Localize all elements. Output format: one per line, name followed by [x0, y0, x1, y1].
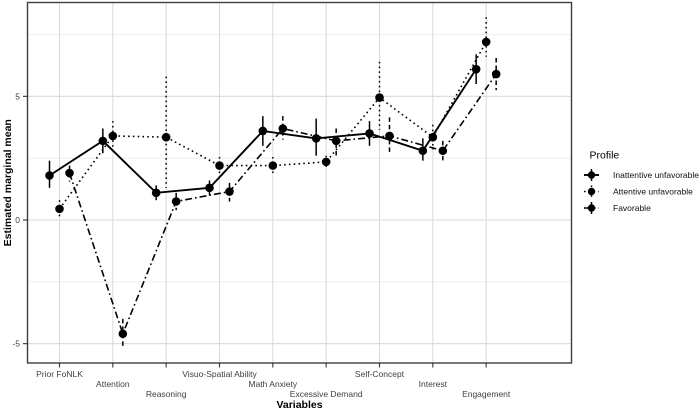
- legend-key-point: [587, 171, 596, 179]
- data-point: [161, 132, 171, 142]
- x-tick-label: Attention: [96, 379, 130, 389]
- legend-key-point: [587, 187, 596, 196]
- y-tick-label: 5: [15, 91, 20, 101]
- data-point: [171, 197, 181, 206]
- x-axis-title: Variables: [276, 399, 322, 411]
- data-point: [365, 129, 374, 138]
- data-point: [491, 69, 501, 79]
- x-tick-label: Interest: [419, 379, 448, 389]
- legend-title: Profile: [590, 150, 620, 162]
- data-point: [151, 188, 161, 198]
- data-point: [481, 37, 491, 47]
- legend-key-point: [587, 204, 596, 212]
- data-point: [438, 146, 448, 156]
- x-tick-label: Visuo-Spatial Ability: [182, 369, 257, 379]
- x-tick-label: Prior FoNLK: [36, 369, 83, 379]
- data-point: [45, 171, 54, 180]
- y-tick-label: -5: [12, 339, 20, 349]
- data-point: [215, 161, 224, 170]
- y-axis-title: Estimated marginal mean: [2, 119, 14, 246]
- data-point: [108, 131, 118, 141]
- legend-item-label: Attentive unfavorable: [613, 187, 693, 197]
- data-point: [258, 126, 268, 136]
- data-point: [278, 124, 288, 133]
- data-point: [118, 329, 128, 339]
- data-point: [321, 157, 331, 167]
- data-point: [375, 93, 384, 102]
- legend-item-label: Inattentive unfavorable: [613, 170, 699, 180]
- legend-item-label: Favorable: [613, 203, 651, 213]
- data-point: [471, 64, 481, 74]
- data-point: [385, 131, 394, 141]
- x-tick-label: Reasoning: [146, 389, 187, 399]
- y-tick-label: 0: [15, 215, 20, 225]
- x-tick-label: Self-Concept: [355, 369, 405, 379]
- data-point: [428, 132, 438, 142]
- data-point: [98, 136, 108, 146]
- x-tick-label: Math Anxiety: [248, 379, 297, 389]
- data-point: [205, 183, 214, 193]
- data-point: [225, 187, 234, 196]
- data-point: [311, 134, 321, 143]
- x-tick-label: Engagement: [462, 389, 511, 399]
- data-point: [418, 146, 428, 156]
- data-point: [55, 204, 64, 214]
- data-point: [331, 136, 341, 146]
- plot-panel: [27, 2, 572, 363]
- data-point: [65, 168, 74, 178]
- x-tick-label: Excessive Demand: [290, 389, 363, 399]
- data-point: [268, 161, 278, 170]
- panel-border: [26, 1, 573, 364]
